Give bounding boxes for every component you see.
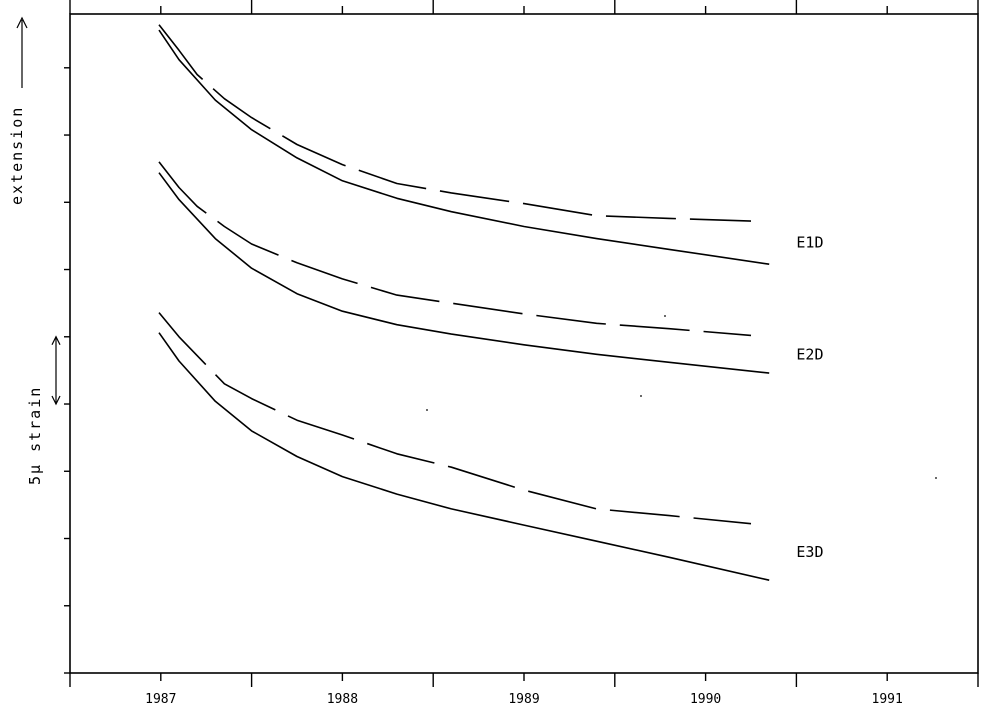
y-axis-arrow xyxy=(16,16,28,88)
y-ticks xyxy=(64,67,70,674)
x-tick-labels: 1987 1988 1989 1990 1991 xyxy=(145,692,903,707)
series-curves xyxy=(158,24,770,581)
x-tick-label: 1991 xyxy=(872,692,903,707)
curve-e1d-dashed xyxy=(158,24,752,222)
series-label-e1d: E1D xyxy=(796,234,823,252)
series-label-e2d: E2D xyxy=(796,345,823,363)
curve-e3d-solid xyxy=(158,332,770,581)
series-labels: E1D E2D E3D xyxy=(796,234,823,561)
scale-bar-label: 5µ strain xyxy=(26,386,44,485)
plot-border xyxy=(69,13,979,674)
x-tick-label: 1990 xyxy=(690,692,721,707)
scale-bar xyxy=(51,335,61,406)
curve-e3d-dashed xyxy=(158,312,752,525)
x-tick-label: 1989 xyxy=(508,692,539,707)
x-tick-label: 1988 xyxy=(327,692,358,707)
curve-e2d-dashed xyxy=(158,161,752,337)
x-ticks-top xyxy=(69,0,979,14)
plot-frame xyxy=(69,13,979,674)
x-ticks-bottom xyxy=(69,673,979,687)
stray-dots xyxy=(426,315,937,479)
curve-e1d-solid xyxy=(158,29,770,265)
series-label-e3d: E3D xyxy=(796,543,823,561)
x-tick-label: 1987 xyxy=(145,692,176,707)
curve-e2d-solid xyxy=(158,172,770,374)
y-axis-label: extension xyxy=(8,106,26,205)
